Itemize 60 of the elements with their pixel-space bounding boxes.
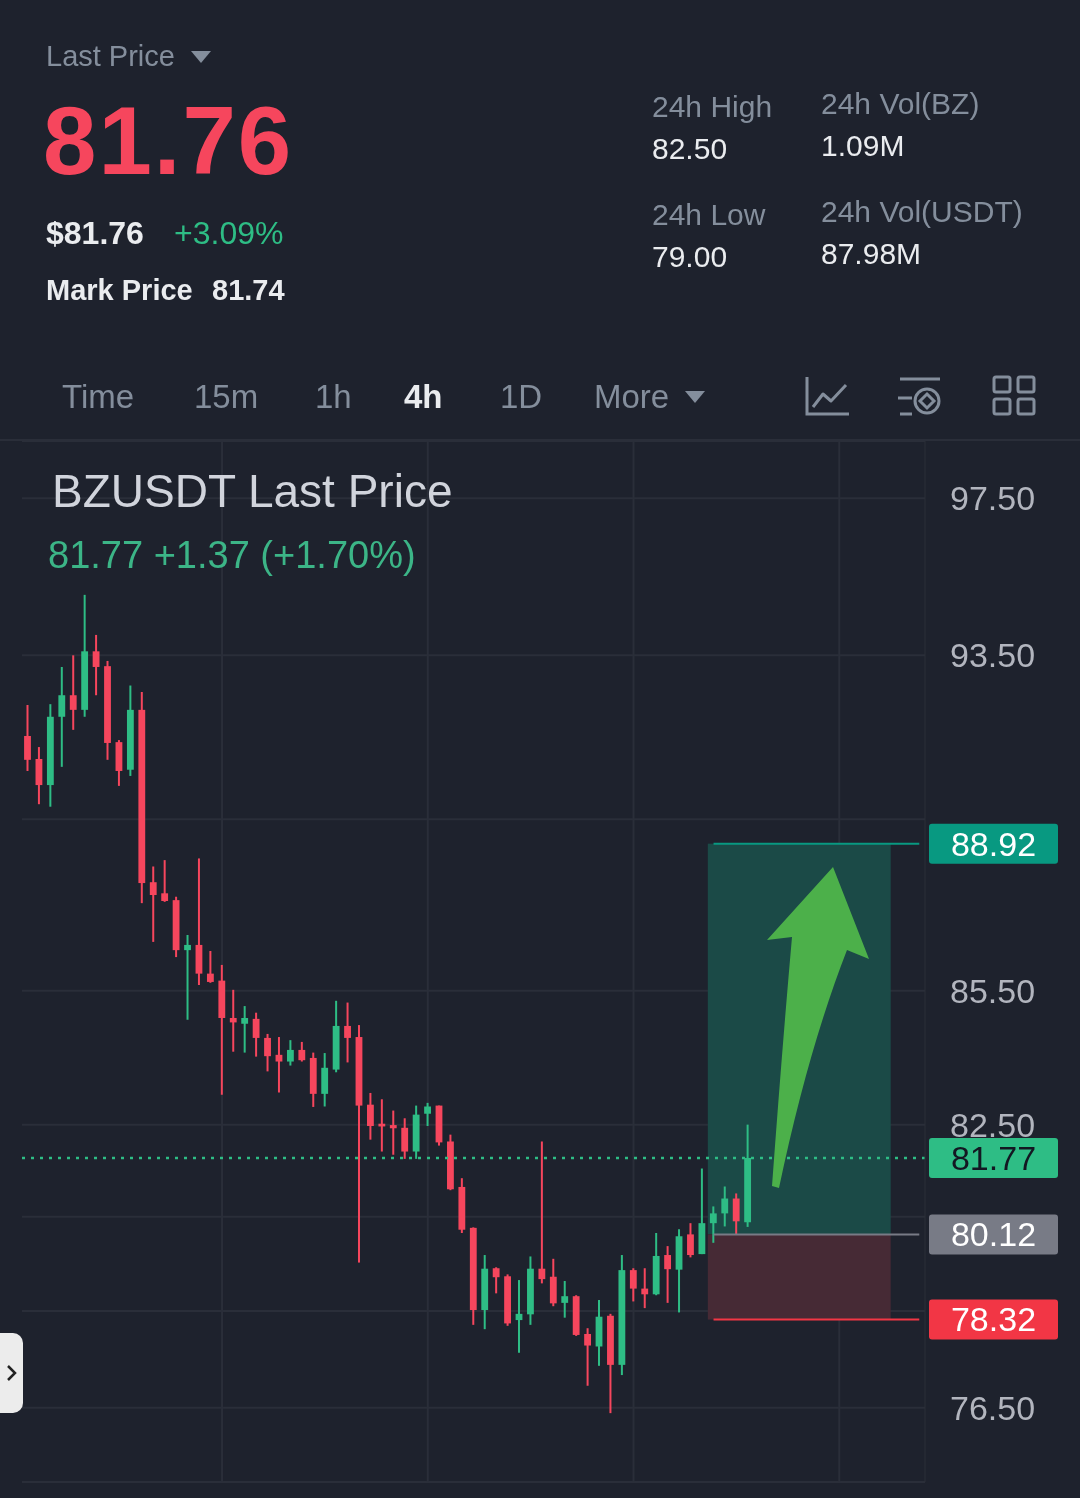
candlestick (721, 1185, 729, 1228)
text: 1D (500, 378, 543, 416)
candlestick (664, 1245, 672, 1304)
ref-line-label: 80.12 (950, 1215, 1037, 1254)
text: Mark Price (46, 274, 193, 307)
candlestick (709, 1205, 717, 1244)
text: 79.00 (652, 240, 728, 273)
text: More (594, 378, 670, 416)
candlestick (584, 1327, 591, 1387)
candlestick (344, 1001, 351, 1064)
text: 15m (194, 378, 259, 416)
candlestick (264, 1032, 271, 1073)
candlestick (401, 1117, 409, 1160)
text: Last Price (46, 40, 175, 73)
text: 24h Vol(BZ) (821, 87, 980, 120)
ref-line-label: 78.32 (950, 1300, 1037, 1339)
candlestick (629, 1267, 637, 1303)
candlestick (561, 1280, 569, 1319)
candlestick (58, 665, 66, 768)
y-tick-label: 85.50 (950, 971, 1036, 1010)
text: Time (62, 378, 135, 416)
text: 24h Vol(USDT) (821, 195, 1023, 228)
candlestick (389, 1109, 397, 1156)
candlestick (367, 1091, 374, 1141)
candlestick (641, 1267, 649, 1310)
candlestick (69, 654, 77, 731)
candlestick (241, 1005, 249, 1054)
candlestick (732, 1192, 740, 1236)
candlestick (24, 703, 31, 772)
text: 81.76 (43, 86, 294, 194)
candlestick (184, 933, 191, 1021)
text: 24h Low (652, 198, 766, 231)
candlestick (424, 1101, 431, 1127)
text: 87.98M (821, 237, 922, 270)
candlestick (492, 1266, 500, 1295)
text: 4h (404, 378, 443, 416)
text: $81.76 (46, 214, 144, 251)
ref-line-label: 88.92 (950, 824, 1037, 863)
text: 81.77 +1.37 (+1.70%) (48, 532, 416, 578)
text: BZUSDT Last Price (52, 464, 453, 519)
text: 1h (315, 378, 352, 416)
candlestick (161, 859, 169, 903)
text: 82.50 (652, 132, 728, 165)
text: +3.09% (174, 214, 284, 251)
candlestick (149, 865, 157, 943)
candlestick (687, 1222, 694, 1259)
candlestick (92, 633, 100, 697)
y-tick-label: 97.50 (950, 479, 1036, 518)
y-tick-label: 76.50 (950, 1388, 1036, 1427)
candlestick (275, 1036, 283, 1094)
candlestick (252, 1011, 260, 1058)
candlestick (206, 950, 214, 984)
text: 1.09M (821, 129, 905, 162)
candlestick (229, 988, 237, 1053)
candlestick (286, 1039, 294, 1067)
y-tick-label: 93.50 (950, 636, 1036, 675)
text: 24h High (652, 90, 773, 123)
candlestick (298, 1040, 306, 1063)
candlestick (538, 1140, 546, 1285)
text: 81.74 (212, 274, 285, 307)
